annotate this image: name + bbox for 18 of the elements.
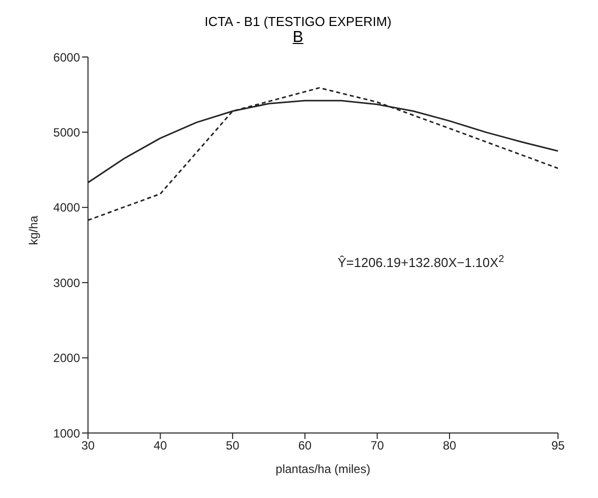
x-tick-label: 30 <box>81 438 95 453</box>
chart-title: ICTA - B1 (TESTIGO EXPERIM) <box>204 13 392 29</box>
x-tick-label: 60 <box>298 438 312 453</box>
y-tick-label: 6000 <box>53 50 80 64</box>
x-tick-label: 40 <box>154 438 168 453</box>
x-tick-label: 95 <box>551 438 565 453</box>
x-axis-title: plantas/ha (miles) <box>276 462 370 476</box>
x-tick-label: 50 <box>226 438 240 453</box>
y-axis-title: kg/ha <box>26 215 40 245</box>
chart-subtitle: B <box>292 29 304 47</box>
annotation: Ŷ=1206.19+132.80X−1.10X$^{2}$ <box>338 254 504 270</box>
y-tick-label: 4000 <box>53 200 80 215</box>
x-tick-label: 70 <box>370 438 384 453</box>
y-tick-label: 1000 <box>53 426 80 440</box>
y-tick-label: 3000 <box>53 276 80 290</box>
x-tick-label: 80 <box>442 438 457 453</box>
y-tick-label: 5000 <box>53 125 80 140</box>
y-tick-label: 2000 <box>53 351 80 366</box>
